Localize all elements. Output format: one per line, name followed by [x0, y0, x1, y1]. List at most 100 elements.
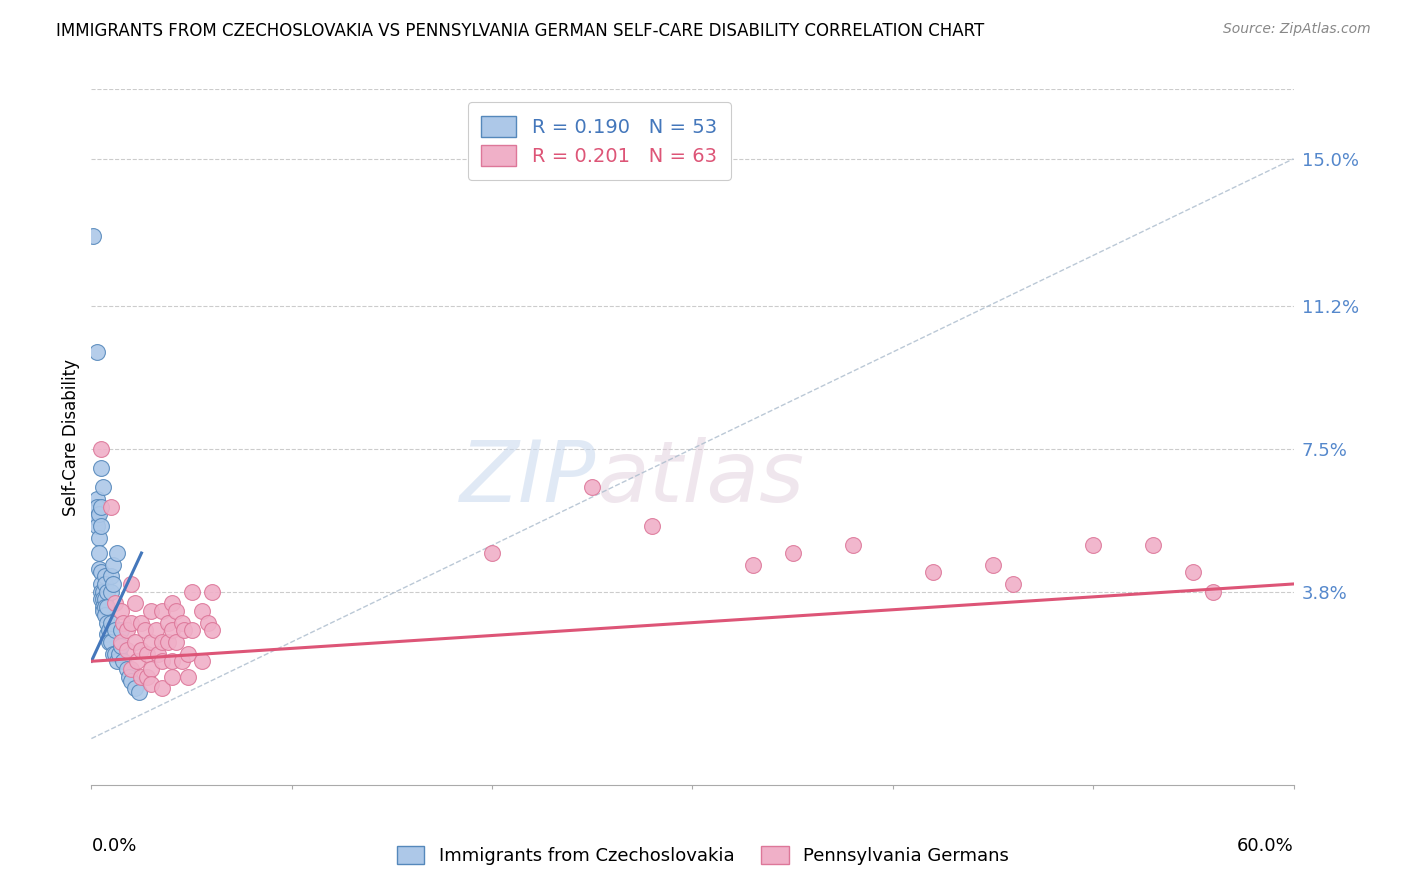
Point [170, 654, 193, 668]
Point [145, 624, 167, 638]
Point [110, 624, 132, 638]
Point [136, 647, 159, 661]
Point [150, 604, 173, 618]
Point [160, 596, 183, 610]
Point [165, 604, 187, 618]
Point [1001, 577, 1024, 591]
Point [89, 531, 111, 545]
Point [131, 615, 153, 630]
Point [110, 639, 132, 653]
Point [160, 624, 183, 638]
Point [94, 569, 117, 583]
Point [86, 345, 108, 359]
Point [156, 615, 179, 630]
Point [201, 584, 224, 599]
Point [124, 596, 146, 610]
Point [1083, 538, 1105, 552]
Point [117, 662, 139, 676]
Point [165, 635, 187, 649]
Point [1202, 584, 1225, 599]
Point [90, 584, 112, 599]
Point [90, 500, 112, 514]
Point [121, 577, 143, 591]
Point [89, 546, 111, 560]
Point [141, 635, 163, 649]
Point [150, 681, 173, 696]
Point [98, 635, 121, 649]
Point [90, 592, 112, 607]
Point [86, 491, 108, 506]
Point [124, 681, 146, 696]
Point [103, 577, 125, 591]
Point [93, 604, 115, 618]
Y-axis label: Self-Care Disability: Self-Care Disability [62, 359, 80, 516]
Point [90, 442, 112, 456]
Point [121, 673, 143, 688]
Point [96, 600, 118, 615]
Point [94, 592, 117, 607]
Point [981, 558, 1004, 572]
Point [127, 654, 149, 668]
Point [90, 519, 112, 533]
Point [103, 558, 125, 572]
Point [104, 596, 127, 610]
Point [841, 538, 863, 552]
Point [128, 685, 150, 699]
Text: ZIP: ZIP [460, 437, 596, 520]
Point [160, 654, 183, 668]
Point [93, 480, 115, 494]
Point [100, 615, 122, 630]
Point [150, 654, 173, 668]
Point [180, 584, 202, 599]
Point [104, 624, 127, 638]
Point [100, 635, 122, 649]
Text: IMMIGRANTS FROM CZECHOSLOVAKIA VS PENNSYLVANIA GERMAN SELF-CARE DISABILITY CORRE: IMMIGRANTS FROM CZECHOSLOVAKIA VS PENNSY… [56, 22, 984, 40]
Point [86, 500, 108, 514]
Point [1182, 566, 1205, 580]
Point [110, 604, 132, 618]
Point [170, 615, 193, 630]
Point [86, 511, 108, 525]
Point [94, 577, 117, 591]
Point [741, 558, 763, 572]
Text: Source: ZipAtlas.com: Source: ZipAtlas.com [1223, 22, 1371, 37]
Point [190, 604, 212, 618]
Point [100, 569, 122, 583]
Point [90, 577, 112, 591]
Point [82, 229, 104, 244]
Point [117, 642, 139, 657]
Point [156, 635, 179, 649]
Point [89, 561, 111, 575]
Legend: Immigrants from Czechoslovakia, Pennsylvania Germans: Immigrants from Czechoslovakia, Pennsylv… [389, 838, 1017, 872]
Point [131, 670, 153, 684]
Point [94, 607, 117, 622]
Point [107, 654, 129, 668]
Point [581, 480, 603, 494]
Point [136, 670, 159, 684]
Point [141, 604, 163, 618]
Point [190, 654, 212, 668]
Point [112, 654, 135, 668]
Point [197, 615, 219, 630]
Point [176, 647, 198, 661]
Text: 0.0%: 0.0% [91, 837, 136, 855]
Point [160, 670, 183, 684]
Point [481, 546, 503, 560]
Point [141, 662, 163, 676]
Point [121, 662, 143, 676]
Point [922, 566, 945, 580]
Point [173, 624, 195, 638]
Point [201, 624, 224, 638]
Point [107, 546, 129, 560]
Point [121, 615, 143, 630]
Point [110, 635, 132, 649]
Point [782, 546, 804, 560]
Point [90, 566, 112, 580]
Point [93, 584, 115, 599]
Point [141, 677, 163, 691]
Point [103, 647, 125, 661]
Point [118, 670, 141, 684]
Point [131, 642, 153, 657]
Point [90, 461, 112, 475]
Point [134, 624, 156, 638]
